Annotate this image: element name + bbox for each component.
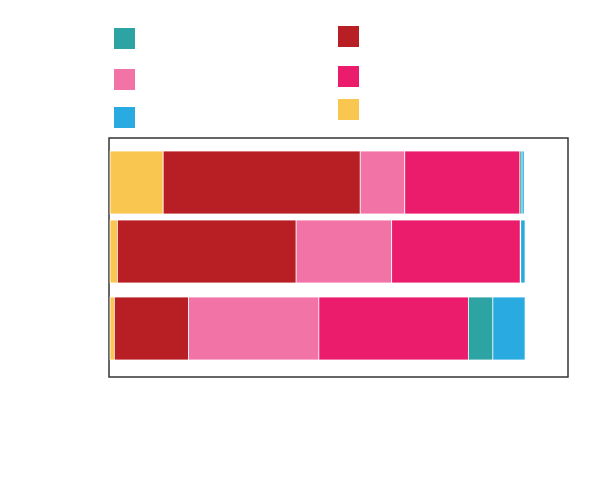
plot-frame — [108, 137, 569, 378]
bar-segment-1-3 — [391, 219, 521, 284]
legend — [114, 26, 359, 128]
legend-swatch-4 — [338, 66, 359, 87]
legend-swatch-5 — [338, 99, 359, 120]
bar-segment-1-0 — [109, 219, 118, 284]
bar-segment-1-2 — [295, 219, 393, 284]
bar-segment-2-3 — [318, 296, 469, 361]
legend-swatch-1 — [114, 69, 135, 90]
legend-swatch-3 — [338, 26, 359, 47]
bar-segment-2-2 — [188, 296, 320, 361]
bar-segment-0-0 — [109, 150, 164, 215]
bars — [109, 150, 526, 361]
legend-swatch-0 — [114, 28, 135, 49]
bar-segment-1-1 — [117, 219, 297, 284]
bar-segment-0-5 — [521, 150, 525, 215]
bar-segment-1-5 — [520, 219, 526, 284]
bar-segment-0-3 — [404, 150, 521, 215]
legend-swatch-2 — [114, 107, 135, 128]
bar-segment-2-5 — [492, 296, 526, 361]
bar-segment-2-1 — [113, 296, 189, 361]
bar-segment-0-1 — [162, 150, 361, 215]
bar-segment-2-0 — [109, 296, 115, 361]
bar-segment-0-2 — [359, 150, 406, 215]
bar-segment-2-4 — [467, 296, 494, 361]
